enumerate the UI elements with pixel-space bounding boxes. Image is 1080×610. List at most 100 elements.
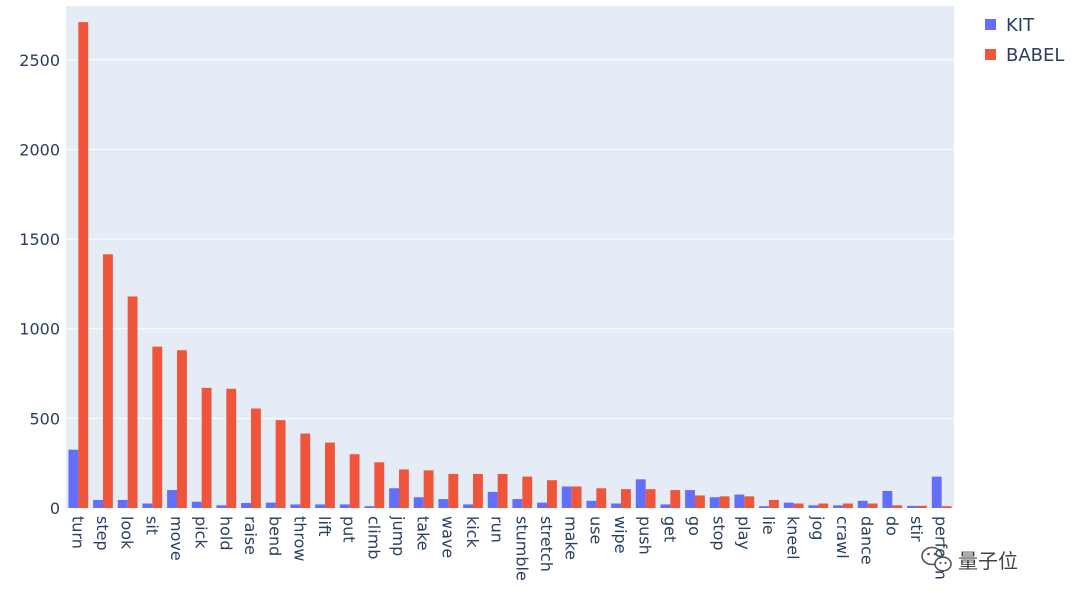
x-tick-label: climb <box>364 516 383 559</box>
x-tick-label: bend <box>266 516 285 556</box>
bar-kit-kneel[interactable] <box>783 502 794 508</box>
bar-babel-throw[interactable] <box>300 433 311 508</box>
bar-kit-jog[interactable] <box>808 505 819 508</box>
bar-kit-bend[interactable] <box>265 502 276 508</box>
bar-kit-lift[interactable] <box>315 504 325 508</box>
y-tick-label: 1500 <box>19 230 60 249</box>
bar-babel-bend[interactable] <box>275 420 286 508</box>
bar-kit-sit[interactable] <box>142 503 153 508</box>
bar-kit-stir[interactable] <box>907 505 917 508</box>
bar-kit-raise[interactable] <box>241 502 251 508</box>
bar-babel-stretch[interactable] <box>547 480 557 508</box>
bar-kit-stop[interactable] <box>709 497 720 508</box>
bar-kit-make[interactable] <box>561 486 572 508</box>
bar-kit-perform[interactable] <box>931 476 942 508</box>
bar-babel-use[interactable] <box>596 488 607 508</box>
x-tick-label: stop <box>710 516 729 551</box>
bar-kit-jump[interactable] <box>389 488 399 508</box>
legend-label: BABEL <box>1006 45 1064 66</box>
bar-babel-turn[interactable] <box>78 22 89 509</box>
legend-item-babel[interactable]: BABEL <box>985 45 1064 66</box>
bar-babel-sit[interactable] <box>152 346 163 508</box>
x-tick-label: step <box>93 516 112 551</box>
bar-babel-run[interactable] <box>497 473 508 508</box>
bar-babel-jump[interactable] <box>399 469 409 508</box>
bar-kit-kick[interactable] <box>463 504 473 508</box>
x-tick-label: put <box>340 516 359 543</box>
x-tick-label: take <box>414 516 433 551</box>
x-tick-label: sit <box>142 516 161 535</box>
bar-kit-look[interactable] <box>117 499 128 508</box>
bar-kit-put[interactable] <box>339 504 350 508</box>
bar-babel-go[interactable] <box>695 495 705 508</box>
bar-kit-lie[interactable] <box>759 506 769 508</box>
bar-kit-turn[interactable] <box>68 449 79 508</box>
bar-babel-play[interactable] <box>744 496 755 508</box>
bar-babel-crawl[interactable] <box>843 503 853 508</box>
bar-babel-look[interactable] <box>127 296 138 508</box>
bar-babel-stop[interactable] <box>719 496 730 508</box>
x-tick-label: run <box>488 516 507 543</box>
bar-babel-raise[interactable] <box>251 408 261 508</box>
bar-babel-lie[interactable] <box>769 499 779 508</box>
x-tick-label: turn <box>68 516 87 549</box>
legend-swatch <box>985 49 996 60</box>
legend-item-kit[interactable]: KIT <box>985 15 1035 36</box>
bar-babel-perform[interactable] <box>941 506 952 508</box>
bar-babel-kneel[interactable] <box>793 503 804 508</box>
bar-babel-push[interactable] <box>645 489 656 508</box>
y-tick-label: 1000 <box>19 320 60 339</box>
bar-kit-get[interactable] <box>660 504 671 508</box>
bar-babel-climb[interactable] <box>374 462 385 508</box>
bar-babel-kick[interactable] <box>473 473 483 508</box>
x-tick-label: hold <box>216 516 235 551</box>
bar-kit-pick[interactable] <box>191 501 202 508</box>
bar-babel-take[interactable] <box>423 470 434 508</box>
bar-babel-lift[interactable] <box>325 442 335 508</box>
bar-kit-hold[interactable] <box>216 505 227 508</box>
bar-babel-stir[interactable] <box>917 505 927 508</box>
bar-babel-move[interactable] <box>177 350 187 508</box>
bar-babel-wave[interactable] <box>448 473 459 508</box>
bar-kit-play[interactable] <box>734 494 745 508</box>
x-tick-label: crawl <box>833 516 852 559</box>
bar-kit-stretch[interactable] <box>537 502 547 508</box>
x-tick-label: kick <box>463 516 482 549</box>
bar-babel-step[interactable] <box>103 254 113 508</box>
bar-kit-take[interactable] <box>413 497 424 508</box>
bar-babel-do[interactable] <box>892 505 903 508</box>
grid-lines <box>66 59 954 419</box>
bar-babel-put[interactable] <box>349 454 360 508</box>
bar-babel-make[interactable] <box>571 486 582 508</box>
bar-kit-climb[interactable] <box>364 506 375 508</box>
bar-kit-crawl[interactable] <box>833 505 843 508</box>
bar-babel-hold[interactable] <box>226 388 237 508</box>
bar-kit-use[interactable] <box>586 500 597 508</box>
bar-kit-throw[interactable] <box>290 504 301 508</box>
bar-kit-do[interactable] <box>882 490 893 508</box>
bar-kit-push[interactable] <box>635 479 646 508</box>
bar-kit-move[interactable] <box>167 490 177 508</box>
x-tick-label: push <box>636 516 655 555</box>
bar-babel-get[interactable] <box>670 490 681 508</box>
bar-kit-run[interactable] <box>487 491 498 508</box>
legend-swatch <box>985 19 996 30</box>
bar-kit-dance[interactable] <box>857 500 868 508</box>
bar-kit-stumble[interactable] <box>512 499 523 508</box>
y-tick-label: 2500 <box>19 51 60 70</box>
bar-babel-jog[interactable] <box>818 503 829 508</box>
bar-kit-wipe[interactable] <box>611 503 621 508</box>
bar-kit-go[interactable] <box>685 490 695 508</box>
x-tick-label: make <box>562 516 581 560</box>
bar-kit-step[interactable] <box>93 499 103 508</box>
bar-babel-stumble[interactable] <box>522 476 533 508</box>
watermark-text: 量子位 <box>958 549 1018 573</box>
y-tick-label: 0 <box>50 499 60 518</box>
x-axis: turn step look sit move pick hold raise bend thro… <box>68 515 950 581</box>
bar-babel-pick[interactable] <box>201 387 212 508</box>
bar-kit-wave[interactable] <box>438 499 449 508</box>
bar-babel-wipe[interactable] <box>621 489 631 508</box>
legend[interactable]: KIT BABEL <box>985 15 1064 66</box>
bar-babel-dance[interactable] <box>867 503 878 508</box>
